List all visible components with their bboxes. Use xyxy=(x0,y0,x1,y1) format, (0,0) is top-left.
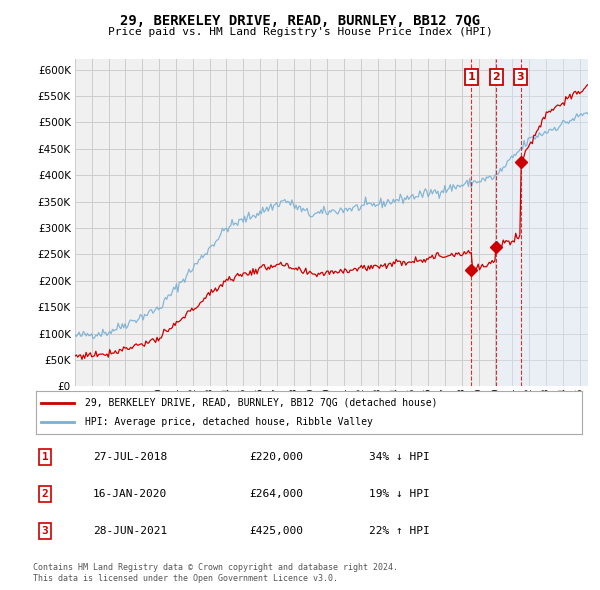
Text: 19% ↓ HPI: 19% ↓ HPI xyxy=(369,489,430,499)
Text: 27-JUL-2018: 27-JUL-2018 xyxy=(93,453,167,462)
Text: 22% ↑ HPI: 22% ↑ HPI xyxy=(369,526,430,536)
Text: £264,000: £264,000 xyxy=(249,489,303,499)
Text: 1: 1 xyxy=(41,453,49,462)
Bar xyxy=(496,59,588,386)
Text: This data is licensed under the Open Government Licence v3.0.: This data is licensed under the Open Gov… xyxy=(33,573,338,583)
Text: £220,000: £220,000 xyxy=(249,453,303,462)
Text: Price paid vs. HM Land Registry's House Price Index (HPI): Price paid vs. HM Land Registry's House … xyxy=(107,28,493,37)
Text: 28-JUN-2021: 28-JUN-2021 xyxy=(93,526,167,536)
Text: 16-JAN-2020: 16-JAN-2020 xyxy=(93,489,167,499)
Text: 29, BERKELEY DRIVE, READ, BURNLEY, BB12 7QG (detached house): 29, BERKELEY DRIVE, READ, BURNLEY, BB12 … xyxy=(85,398,437,408)
Text: 1: 1 xyxy=(467,72,475,82)
Text: HPI: Average price, detached house, Ribble Valley: HPI: Average price, detached house, Ribb… xyxy=(85,417,373,427)
Text: 3: 3 xyxy=(41,526,49,536)
Text: 29, BERKELEY DRIVE, READ, BURNLEY, BB12 7QG: 29, BERKELEY DRIVE, READ, BURNLEY, BB12 … xyxy=(120,14,480,28)
Text: Contains HM Land Registry data © Crown copyright and database right 2024.: Contains HM Land Registry data © Crown c… xyxy=(33,563,398,572)
Text: 2: 2 xyxy=(492,72,500,82)
Text: £425,000: £425,000 xyxy=(249,526,303,536)
Text: 3: 3 xyxy=(517,72,524,82)
Text: 34% ↓ HPI: 34% ↓ HPI xyxy=(369,453,430,462)
Text: 2: 2 xyxy=(41,489,49,499)
